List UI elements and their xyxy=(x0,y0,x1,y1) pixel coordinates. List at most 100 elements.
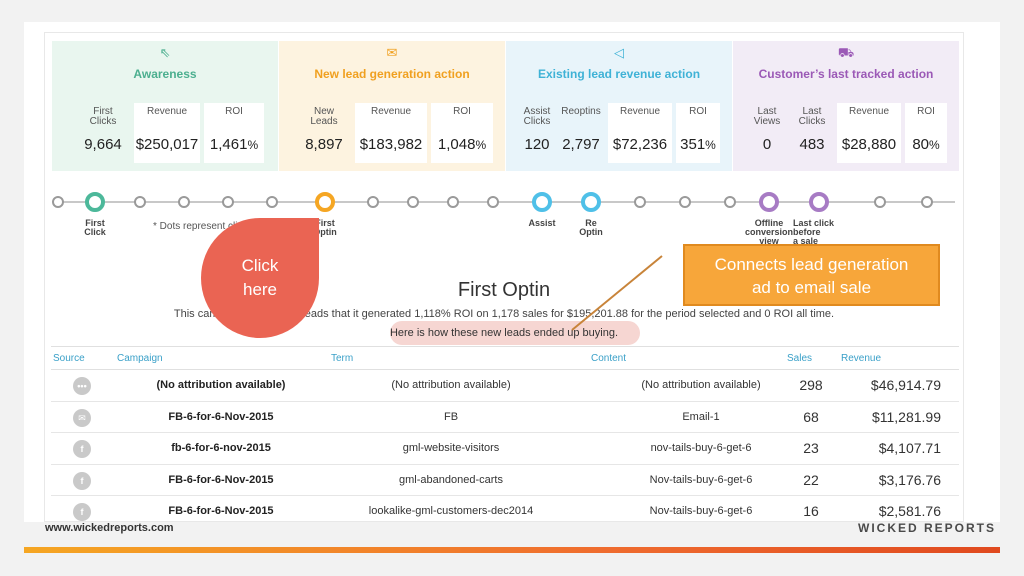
timeline-dot[interactable] xyxy=(266,196,278,208)
metric-revenue: Revenue $28,880 xyxy=(837,103,901,163)
cell-sales: 22 xyxy=(803,471,819,488)
cell-content: Nov-tails-buy-6-get-6 xyxy=(649,473,753,486)
timeline-dot[interactable] xyxy=(874,196,886,208)
table-row[interactable]: f FB-6-for-6-Nov-2015 gml-abandoned-cart… xyxy=(51,465,959,496)
footer-brand-logo: WICKED REPORTS xyxy=(858,521,997,535)
cell-campaign: (No attribution available) xyxy=(156,379,286,391)
header-campaign[interactable]: Campaign xyxy=(117,353,163,364)
timeline-label-last-click: Last click before a sale xyxy=(793,218,835,246)
table-row[interactable]: f FB-6-for-6-Nov-2015 lookalike-gml-cust… xyxy=(51,496,959,521)
metric-last-clicks: Last Clicks 483 xyxy=(798,106,826,154)
timeline-dot[interactable] xyxy=(447,196,459,208)
timeline-label-assist: Assist xyxy=(528,218,556,228)
dots-note: * Dots represent clicks xyxy=(153,221,253,232)
timeline-dot[interactable] xyxy=(724,196,736,208)
timeline-dot-first-optin[interactable] xyxy=(315,192,335,212)
cell-sales: 68 xyxy=(803,408,819,425)
email-icon: ✉ xyxy=(73,408,91,427)
header-sales[interactable]: Sales xyxy=(787,353,813,364)
header-content[interactable]: Content xyxy=(591,353,627,364)
timeline-dot-offline-view[interactable] xyxy=(759,192,779,212)
cell-revenue: $2,581.76 xyxy=(878,503,941,519)
timeline-line xyxy=(55,201,955,203)
timeline-label-re-optin: Re Optin xyxy=(579,218,603,237)
stage-title: Customer’s last tracked action xyxy=(758,67,934,81)
cell-term: (No attribution available) xyxy=(391,379,511,391)
attribution-table: Source Campaign Term Content Sales Reven… xyxy=(51,346,959,521)
stage-newlead-card: ✉ New lead generation action New Leads 8… xyxy=(279,41,505,171)
stage-title: Existing lead revenue action xyxy=(537,67,701,81)
timeline-dot[interactable] xyxy=(921,196,933,208)
cell-campaign: fb-6-for-6-nov-2015 xyxy=(171,442,271,454)
click-timeline: First Click * Dots represent clicks Firs… xyxy=(45,181,963,251)
timeline-dot[interactable] xyxy=(679,196,691,208)
timeline-dot[interactable] xyxy=(52,196,64,208)
metric-reoptins: Reoptins 2,797 xyxy=(561,106,601,154)
cell-term: gml-abandoned-carts xyxy=(399,473,503,486)
timeline-dot[interactable] xyxy=(222,196,234,208)
envelope-icon: ✉ xyxy=(386,45,398,60)
metric-new-leads: New Leads 8,897 xyxy=(305,106,343,154)
callout-box: Connects lead generation ad to email sal… xyxy=(683,244,940,306)
timeline-dot-last-click[interactable] xyxy=(809,192,829,212)
facebook-icon: f xyxy=(73,471,91,490)
cart-icon: ⛟ xyxy=(837,45,855,60)
cell-content: Nov-tails-buy-6-get-6 xyxy=(649,505,753,517)
metric-roi: ROI 351% xyxy=(676,103,720,163)
section-title: First Optin xyxy=(457,279,551,301)
section-subtitle: Here is how these new leads ended up buy… xyxy=(389,327,619,339)
facebook-icon: f xyxy=(73,503,91,521)
stage-awareness-card: ⇖ Awareness First Clicks 9,664 Revenue $… xyxy=(52,41,278,171)
header-term[interactable]: Term xyxy=(331,353,354,364)
cell-content: nov-tails-buy-6-get-6 xyxy=(650,442,752,454)
cell-sales: 23 xyxy=(803,440,819,456)
cell-campaign: FB-6-for-6-Nov-2015 xyxy=(168,505,274,517)
cell-content: Email-1 xyxy=(682,410,720,423)
timeline-dot-first-click[interactable] xyxy=(85,192,105,212)
timeline-label-offline: Offline conversion view xyxy=(744,218,793,246)
metric-first-clicks: First Clicks 9,664 xyxy=(84,106,122,154)
timeline-dot[interactable] xyxy=(178,196,190,208)
metric-roi: ROI 80% xyxy=(905,103,947,163)
header-source[interactable]: Source xyxy=(53,353,85,364)
cell-term: FB xyxy=(443,410,459,423)
timeline-dot[interactable] xyxy=(134,196,146,208)
timeline-dot[interactable] xyxy=(634,196,646,208)
metric-assist-clicks: Assist Clicks 120 xyxy=(523,106,551,154)
timeline-dot-re-optin[interactable] xyxy=(581,192,601,212)
metric-roi: ROI 1,461% xyxy=(204,103,264,163)
cell-sales: 298 xyxy=(799,377,823,393)
header-revenue[interactable]: Revenue xyxy=(841,353,882,364)
subtitle-highlight xyxy=(390,321,640,345)
callout-arrow-line xyxy=(571,255,663,331)
timeline-dot[interactable] xyxy=(487,196,499,208)
footer-gradient-bar xyxy=(24,547,1000,553)
cursor-icon: ⇖ xyxy=(159,45,171,60)
timeline-dot[interactable] xyxy=(367,196,379,208)
cell-term: gml-website-visitors xyxy=(402,442,500,454)
timeline-dot[interactable] xyxy=(407,196,419,208)
timeline-label-first-optin: First Optin xyxy=(313,218,337,237)
stage-existing-card: ◁ Existing lead revenue action Assist Cl… xyxy=(506,41,732,171)
table-row[interactable]: ••• (No attribution available) (No attri… xyxy=(51,370,959,402)
cell-revenue: $3,176.76 xyxy=(878,471,941,488)
table-header: Source Campaign Term Content Sales Reven… xyxy=(51,346,959,370)
megaphone-icon: ◁ xyxy=(614,45,624,60)
table-row[interactable]: ✉ FB-6-for-6-Nov-2015 FB Email-1 68 $11,… xyxy=(51,402,959,433)
click-here-bubble[interactable]: Click here xyxy=(201,218,319,338)
stage-title: New lead generation action xyxy=(314,67,470,81)
dots-icon: ••• xyxy=(73,377,91,395)
cell-revenue: $11,281.99 xyxy=(871,408,941,425)
metric-last-views: Last Views 0 xyxy=(753,106,781,154)
cell-content: (No attribution available) xyxy=(641,379,761,391)
cell-sales: 16 xyxy=(803,503,819,519)
footer-url[interactable]: www.wickedreports.com xyxy=(45,522,174,534)
metric-roi: ROI 1,048% xyxy=(431,103,493,163)
facebook-icon: f xyxy=(73,440,91,458)
table-row[interactable]: f fb-6-for-6-nov-2015 gml-website-visito… xyxy=(51,433,959,465)
timeline-dot-assist[interactable] xyxy=(532,192,552,212)
metric-revenue: Revenue $250,017 xyxy=(134,103,200,163)
metric-revenue: Revenue $183,982 xyxy=(355,103,427,163)
cell-campaign: FB-6-for-6-Nov-2015 xyxy=(168,473,274,486)
section-summary: This campaign found new leads that it ge… xyxy=(173,308,835,320)
